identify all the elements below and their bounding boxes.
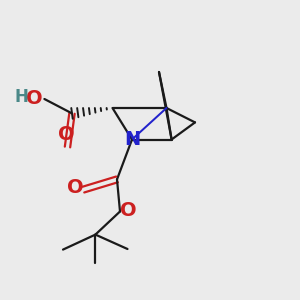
Text: O: O: [58, 125, 74, 144]
Text: O: O: [120, 200, 137, 220]
Text: N: N: [124, 130, 140, 149]
Text: O: O: [26, 89, 43, 108]
Text: H: H: [15, 88, 29, 106]
Text: O: O: [67, 178, 83, 197]
